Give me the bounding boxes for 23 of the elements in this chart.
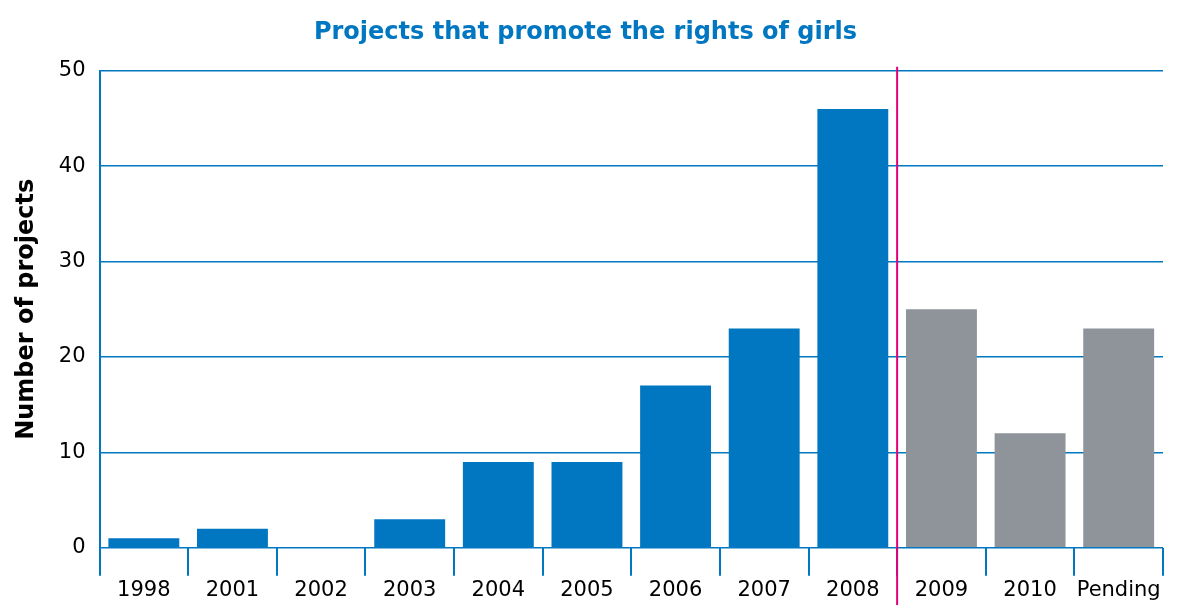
x-tick-label: 2004 xyxy=(471,576,526,601)
x-tick-label: 2002 xyxy=(294,576,348,601)
x-tick-label: 1998 xyxy=(117,576,171,601)
x-tick-label: 2006 xyxy=(648,576,703,601)
y-tick-label: 50 xyxy=(58,57,86,82)
x-tick-label: 2008 xyxy=(826,576,880,601)
x-tick-label: 2009 xyxy=(914,576,969,601)
bar xyxy=(1083,328,1155,548)
x-tick-label: 2003 xyxy=(382,576,437,601)
y-tick-label: 40 xyxy=(58,152,86,177)
chart-title: Projects that promote the rights of girls xyxy=(313,16,858,45)
y-tick-label: 10 xyxy=(58,438,86,463)
x-tick-label: 2010 xyxy=(1003,576,1057,601)
bar xyxy=(994,433,1066,548)
x-tick-label: 2001 xyxy=(205,576,260,601)
y-tick-label: 0 xyxy=(72,534,86,559)
y-tick-label: 30 xyxy=(58,248,86,273)
y-tick-label: 20 xyxy=(58,343,86,368)
bar xyxy=(905,309,977,548)
x-tick-label: Pending xyxy=(1076,576,1161,601)
x-tick-label: 2005 xyxy=(560,576,614,601)
y-axis-title: Number of projects xyxy=(10,178,39,440)
x-tick-label: 2007 xyxy=(737,576,791,601)
